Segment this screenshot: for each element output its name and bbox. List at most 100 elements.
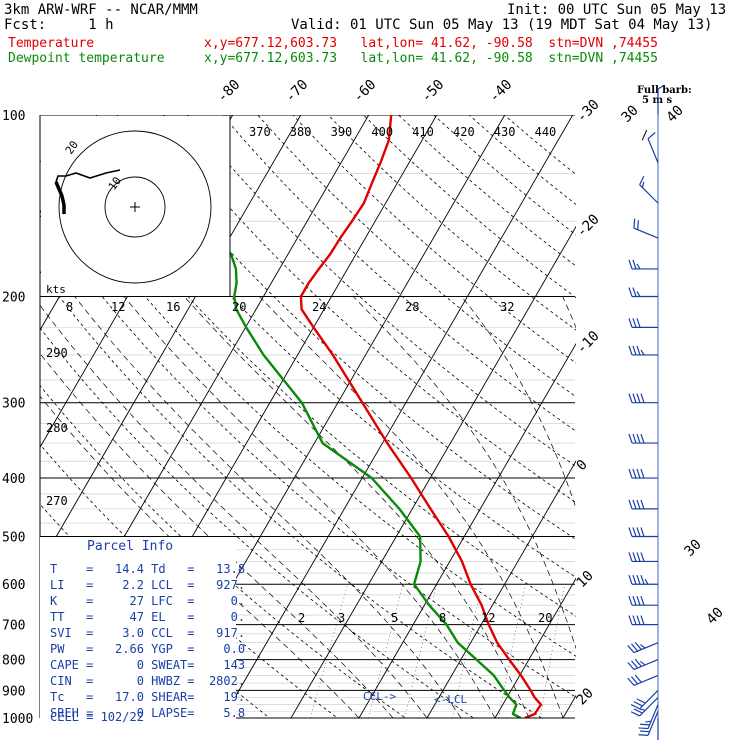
mixing-ratio-line	[452, 584, 483, 718]
wind-barb	[628, 575, 658, 585]
wind-barb	[628, 287, 658, 298]
wind-barb-staff	[647, 711, 659, 736]
dry-adiabat	[40, 443, 339, 718]
parcel-row: SVI = 3.0 CCL = 917.	[50, 626, 246, 640]
wind-barb-flag	[640, 723, 650, 726]
isotherm-label: 30	[619, 103, 642, 126]
wind-barb	[628, 615, 658, 626]
theta-e-label: 430	[494, 125, 516, 139]
wind-barb	[627, 641, 659, 654]
wind-barb-flag	[637, 220, 639, 230]
isotherm-label: -10	[574, 328, 603, 357]
isotherm-label: -50	[418, 77, 447, 106]
wind-barb-flag	[640, 615, 645, 625]
mixing-ratio-label: 12	[481, 611, 495, 625]
isotherm	[562, 694, 576, 718]
wind-barb	[628, 527, 658, 538]
valid-time: Valid: 01 UTC Sun 05 May 13 (19 MDT Sat …	[291, 17, 713, 33]
lcl-marker: <-LCL	[434, 693, 467, 706]
wind-barb-flag	[628, 318, 633, 328]
wind-barb-flag	[627, 661, 635, 670]
isotherm-label: -80	[214, 77, 243, 106]
isotherm-label: -30	[574, 97, 603, 126]
wind-barb-flag	[640, 433, 645, 444]
barb-legend-title: Full barb:	[637, 85, 692, 96]
wind-barb-flag	[634, 641, 642, 650]
parcel-info-panel: Parcel Info T = 14.4 Td = 13.8 LI = 2.2 L…	[40, 537, 245, 724]
wind-barb-flag	[631, 676, 639, 685]
dry-adiabat	[40, 159, 576, 657]
isotherm	[358, 342, 576, 718]
hodograph-speed-label: 24	[312, 300, 326, 314]
pressure-label: 600	[2, 578, 25, 593]
wind-barb-flag	[634, 658, 642, 667]
mixing-ratio-label: 8	[439, 611, 446, 625]
wind-barb	[633, 218, 659, 239]
parcel-row: K = 27 LFC = 0.	[50, 594, 246, 608]
wind-barb	[628, 318, 658, 328]
wind-barb-staff	[639, 184, 659, 204]
wind-barb-flag	[632, 393, 637, 403]
wind-barb-staff	[647, 138, 659, 163]
wind-barb-flag	[639, 175, 645, 185]
wind-barb-flag	[638, 727, 649, 730]
wind-barb-staff	[639, 689, 659, 710]
dry-adiabat	[292, 115, 576, 364]
isotherm	[624, 87, 740, 730]
mixing-ratio-label: 5	[391, 611, 398, 625]
mixing-ratio-label: 2	[298, 611, 305, 625]
isotherm	[692, 87, 740, 730]
wind-barb-flag	[631, 643, 639, 652]
isotherm	[494, 577, 576, 718]
wind-barb-flag	[628, 287, 633, 297]
wind-barb	[628, 499, 658, 510]
dry-adiabat	[116, 115, 576, 541]
wind-barb-flag	[630, 704, 640, 710]
isotherm-label: -20	[574, 211, 603, 240]
wind-barb-flag	[632, 595, 637, 606]
isotherm	[290, 225, 576, 718]
theta-e-label: 390	[331, 125, 353, 139]
theta-e-label: 420	[453, 125, 475, 139]
wind-barb-flag	[640, 660, 646, 666]
wind-barb-flag	[640, 393, 645, 403]
parcel-row: LI = 2.2 LCL = 927.	[50, 578, 246, 592]
wind-barb-flag	[636, 527, 641, 537]
forecast-hour: Fcst: 1 h	[4, 17, 114, 33]
wind-barb	[630, 697, 659, 717]
isotherm-label: 20	[574, 685, 597, 708]
theta-label: 290	[46, 346, 68, 360]
wind-barb-flag	[632, 615, 637, 625]
wind-barb	[628, 433, 658, 444]
wind-barb-flag	[636, 499, 641, 510]
wind-barb-flag	[636, 393, 641, 403]
mixing-ratio-line	[595, 584, 616, 718]
wind-barb-flag	[628, 393, 633, 403]
hodograph-speed-unit: kts	[46, 283, 66, 296]
wind-barb-staff	[639, 697, 659, 717]
wind-barb-flag	[640, 552, 645, 562]
parcel-row: Tc = 17.0 SHEAR= 19.	[50, 690, 246, 704]
wind-barb-flag	[640, 644, 646, 649]
parcel-row: PW = 2.66 YGP = 0.0	[50, 642, 246, 656]
wind-barb-flag	[640, 730, 650, 733]
moist-adiabat	[259, 296, 564, 718]
theta-e-label: 370	[249, 125, 271, 139]
parcel-cell: CELL = 102/22	[50, 710, 144, 724]
dry-adiabat	[40, 270, 543, 718]
theta-e-label: 400	[371, 125, 393, 139]
wind-barb	[628, 345, 658, 356]
moist-adiabat	[40, 352, 394, 718]
wind-barb	[638, 711, 659, 736]
wind-barb-flag	[647, 132, 656, 140]
theta-e-label: 440	[535, 125, 557, 139]
wind-barb-flag	[633, 708, 643, 714]
wind-barb-flag	[636, 552, 641, 562]
ccl-marker: CCL->	[363, 690, 396, 703]
init-time: Init: 00 UTC Sun 05 May 13	[507, 2, 727, 18]
dry-adiabat	[257, 115, 576, 398]
moist-adiabat	[562, 296, 576, 329]
pressure-label: 500	[2, 530, 25, 545]
wind-barb	[628, 552, 658, 563]
